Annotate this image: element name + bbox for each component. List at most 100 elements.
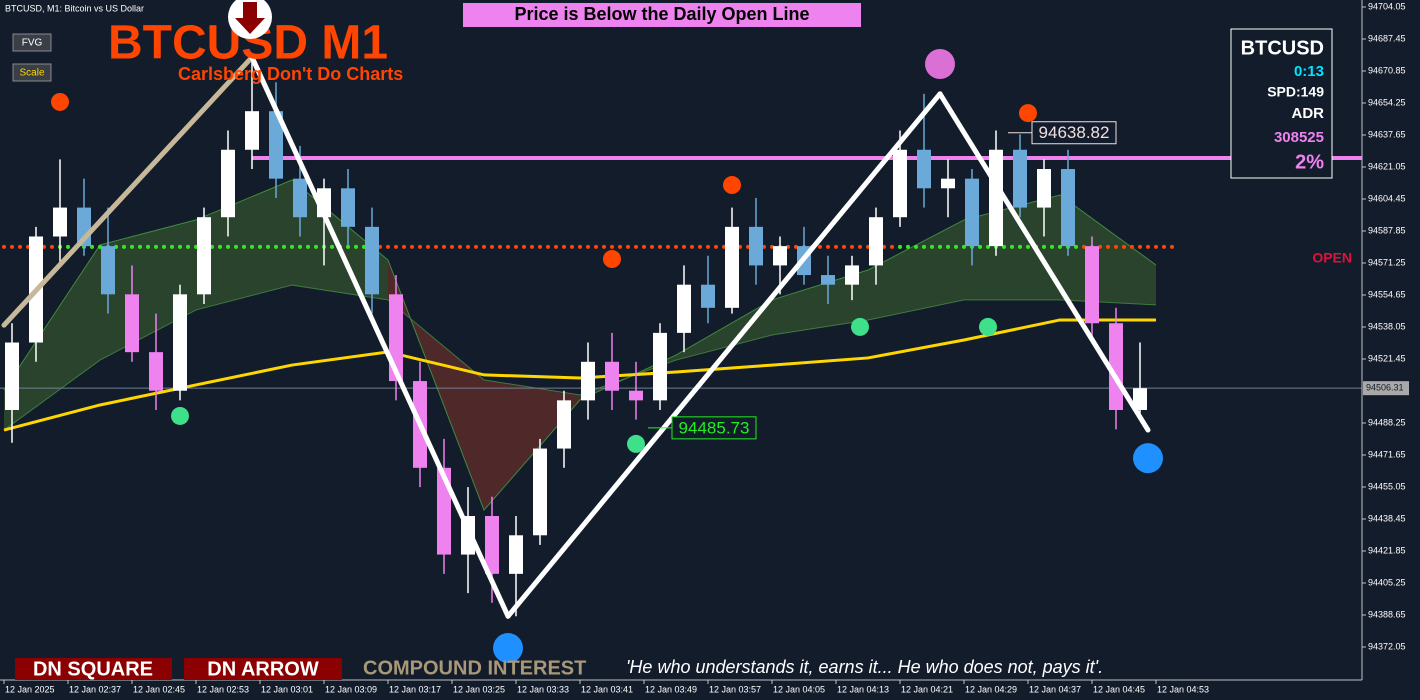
current-price-box xyxy=(1363,381,1409,396)
zigzag-segment xyxy=(249,54,511,619)
y-tick-label: 94687.45 xyxy=(1368,33,1406,43)
dn-square-button[interactable] xyxy=(15,658,172,680)
candle-body xyxy=(581,361,595,401)
cloud-segment xyxy=(4,244,100,431)
candle-body xyxy=(629,390,643,401)
y-tick-label: 94421.85 xyxy=(1368,545,1406,555)
candle-body xyxy=(941,178,955,189)
signal-dot xyxy=(603,250,621,269)
x-tick-label: 12 Jan 04:21 xyxy=(901,684,953,694)
candle-body xyxy=(1061,169,1075,247)
y-tick-label: 94654.25 xyxy=(1368,97,1406,107)
x-tick-label: 12 Jan 04:53 xyxy=(1157,684,1209,694)
y-tick-label: 94471.65 xyxy=(1368,449,1406,459)
zigzag-segment xyxy=(937,91,1151,433)
x-tick-label: 12 Jan 03:57 xyxy=(709,684,761,694)
y-tick-label: 94637.65 xyxy=(1368,129,1406,139)
x-tick-label: 12 Jan 02:45 xyxy=(133,684,185,694)
candle-body xyxy=(221,149,235,218)
open-label: OPEN xyxy=(1312,250,1352,266)
candle-body xyxy=(677,284,691,333)
plot xyxy=(0,48,1362,664)
y-tick-label: 94554.65 xyxy=(1368,289,1406,299)
subtitle: Carlsberg Don't Do Charts xyxy=(178,64,403,84)
dn-arrow-label[interactable]: DN ARROW xyxy=(207,658,319,680)
y-tick-label: 94571.25 xyxy=(1368,257,1406,267)
scale-button[interactable] xyxy=(12,63,52,82)
dn-square-label[interactable]: DN SQUARE xyxy=(33,658,153,680)
info-timer: 0:13 xyxy=(1294,63,1324,80)
x-tick-label: 12 Jan 03:49 xyxy=(645,684,697,694)
symbol-label: BTCUSD, M1: Bitcoin vs US Dollar xyxy=(5,3,144,13)
y-tick-label: 94388.65 xyxy=(1368,609,1406,619)
candle-body xyxy=(149,352,163,391)
signal-dot xyxy=(51,92,69,111)
signal-dot xyxy=(979,317,997,336)
x-tick-label: 12 Jan 04:45 xyxy=(1093,684,1145,694)
info-adr-value: 308525 xyxy=(1274,129,1324,146)
cloud-slow-line xyxy=(3,284,1157,431)
fvg-button-label[interactable]: FVG xyxy=(22,38,43,49)
y-tick-label: 94604.45 xyxy=(1368,193,1406,203)
y-tick-label: 94621.05 xyxy=(1368,161,1406,171)
x-tick-label: 12 Jan 04:13 xyxy=(837,684,889,694)
x-tick-label: 12 Jan 03:33 xyxy=(517,684,569,694)
banner-text: Price is Below the Daily Open Line xyxy=(514,4,809,24)
candle-body xyxy=(965,178,979,247)
y-tick-label: 94405.25 xyxy=(1368,577,1406,587)
level-box xyxy=(1031,121,1117,145)
candle-body xyxy=(245,111,259,150)
cloud-segment xyxy=(484,379,580,511)
info-symbol: BTCUSD xyxy=(1241,37,1324,59)
x-tick-label: 12 Jan 04:37 xyxy=(1029,684,1081,694)
y-tick-label: 94455.05 xyxy=(1368,481,1406,491)
moving-average xyxy=(3,318,1156,432)
current-price-label: 94506.31 xyxy=(1366,383,1404,393)
scale-button-label[interactable]: Scale xyxy=(19,68,44,79)
y-tick-label: 94372.05 xyxy=(1368,641,1406,651)
candle-body xyxy=(701,284,715,308)
signal-dot xyxy=(493,633,523,664)
candle-body xyxy=(293,178,307,218)
candle-body xyxy=(341,188,355,227)
x-tick-label: 12 Jan 03:09 xyxy=(325,684,377,694)
candle-body xyxy=(773,246,787,266)
fvg-button[interactable] xyxy=(12,33,52,52)
signal-dot xyxy=(1133,443,1163,474)
y-tick-label: 94538.05 xyxy=(1368,321,1406,331)
candle-body xyxy=(533,448,547,536)
cloud-segment xyxy=(100,219,196,361)
x-tick-label: 12 Jan 03:41 xyxy=(581,684,633,694)
info-percent: 2% xyxy=(1295,151,1324,173)
candle-body xyxy=(821,275,835,285)
candle-body xyxy=(869,217,883,266)
signal-dot xyxy=(627,434,645,453)
candle-body xyxy=(749,226,763,266)
info-spread: SPD:149 xyxy=(1267,84,1324,100)
zigzag-segment xyxy=(1,54,255,328)
y-tick-label: 94670.85 xyxy=(1368,65,1406,75)
signal-dot xyxy=(1019,104,1037,123)
candle-body xyxy=(845,265,859,285)
candle-body xyxy=(725,226,739,308)
signal-dot xyxy=(851,317,869,336)
candle-body xyxy=(893,149,907,218)
cloud-fast-line xyxy=(3,179,1157,511)
candle-body xyxy=(509,535,523,574)
candle-body xyxy=(605,361,619,391)
x-tick-label: 12 Jan 03:01 xyxy=(261,684,313,694)
cloud-segment xyxy=(676,299,772,361)
candle-body xyxy=(365,226,379,295)
x-tick-label: 12 Jan 04:05 xyxy=(773,684,825,694)
candle-body xyxy=(989,149,1003,247)
zigzag-segment xyxy=(505,91,943,619)
cloud-segment xyxy=(292,180,388,300)
x-tick-label: 12 Jan 03:25 xyxy=(453,684,505,694)
compound-label: COMPOUND INTEREST xyxy=(363,657,586,679)
candle-body xyxy=(53,207,67,237)
candle-body xyxy=(197,217,211,295)
candle-body xyxy=(485,516,499,574)
dn-arrow-button[interactable] xyxy=(184,658,342,680)
